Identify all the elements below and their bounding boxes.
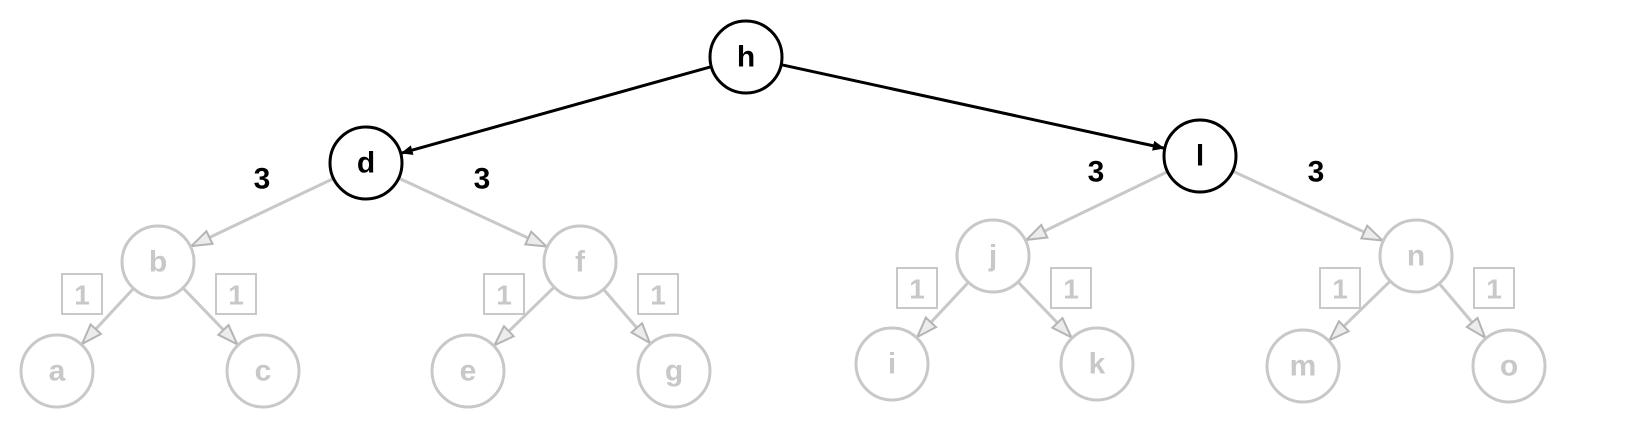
node-label-i: i (888, 348, 896, 381)
edge-weights: 3 3 3 3 1 1 1 1 1 1 1 1 (61, 156, 1515, 315)
svg-text:1: 1 (228, 280, 244, 311)
svg-text:1: 1 (909, 274, 925, 305)
node-label-j: j (988, 240, 997, 273)
edge-h-l (780, 63, 1165, 151)
tree-node-c: c (225, 333, 301, 409)
edge-n-m (1330, 280, 1392, 340)
edge-f-g (602, 288, 650, 343)
tree-node-j: j (955, 218, 1031, 294)
edge-d-b (191, 177, 335, 248)
tree-node-h: h (708, 19, 784, 95)
node-label-h: h (737, 41, 755, 74)
node-label-a: a (49, 355, 66, 388)
node-label-o: o (1500, 350, 1518, 383)
edge-d-f (398, 176, 547, 248)
tree-node-f: f (542, 224, 618, 300)
weight-label-l-j: 3 (1088, 156, 1105, 189)
node-label-m: m (1290, 350, 1317, 383)
nodes: h d l b f j n a c e g i k m o (19, 19, 1547, 409)
svg-text:1: 1 (1486, 274, 1502, 305)
edge-j-i (917, 281, 970, 337)
node-label-b: b (149, 246, 167, 279)
tree-node-i: i (854, 326, 930, 402)
node-label-l: l (1196, 140, 1204, 173)
edge-l-n (1232, 169, 1383, 242)
tree-node-b: b (120, 224, 196, 300)
tree-node-n: n (1378, 218, 1454, 294)
tree-node-g: g (636, 333, 712, 409)
edge-b-c (181, 286, 237, 344)
svg-text:1: 1 (650, 280, 666, 311)
weight-box-f-e: 1 (483, 273, 525, 315)
edge-b-a (82, 287, 135, 343)
weight-box-b-a: 1 (61, 273, 103, 315)
edge-f-e (495, 286, 556, 345)
tree-node-l: l (1162, 118, 1238, 194)
svg-text:1: 1 (496, 280, 512, 311)
node-label-n: n (1407, 240, 1425, 273)
node-label-c: c (255, 355, 272, 388)
node-label-k: k (1089, 348, 1106, 381)
tree-node-a: a (19, 333, 95, 409)
weight-box-j-k: 1 (1050, 267, 1092, 309)
weight-box-f-g: 1 (637, 273, 679, 315)
tree-node-m: m (1265, 328, 1341, 404)
tree-node-o: o (1471, 328, 1547, 404)
edge-n-o (1438, 282, 1485, 337)
weight-label-l-n: 3 (1308, 156, 1325, 189)
weight-label-d-f: 3 (474, 163, 491, 196)
edge-l-j (1026, 170, 1169, 242)
node-label-d: d (357, 147, 375, 180)
weight-box-b-c: 1 (215, 273, 257, 315)
svg-text:1: 1 (1063, 274, 1079, 305)
tree-node-d: d (328, 125, 404, 201)
svg-text:1: 1 (74, 280, 90, 311)
edge-j-k (1016, 280, 1071, 337)
weight-label-d-b: 3 (254, 163, 271, 196)
svg-text:1: 1 (1332, 274, 1348, 305)
node-label-g: g (665, 355, 683, 388)
node-label-e: e (460, 355, 477, 388)
weight-box-n-o: 1 (1473, 267, 1515, 309)
weight-box-n-m: 1 (1319, 267, 1361, 309)
node-label-f: f (575, 246, 586, 279)
tree-node-e: e (430, 333, 506, 409)
edge-h-d (400, 65, 712, 155)
weight-box-j-i: 1 (896, 267, 938, 309)
tree-node-k: k (1059, 326, 1135, 402)
edges (82, 63, 1485, 346)
